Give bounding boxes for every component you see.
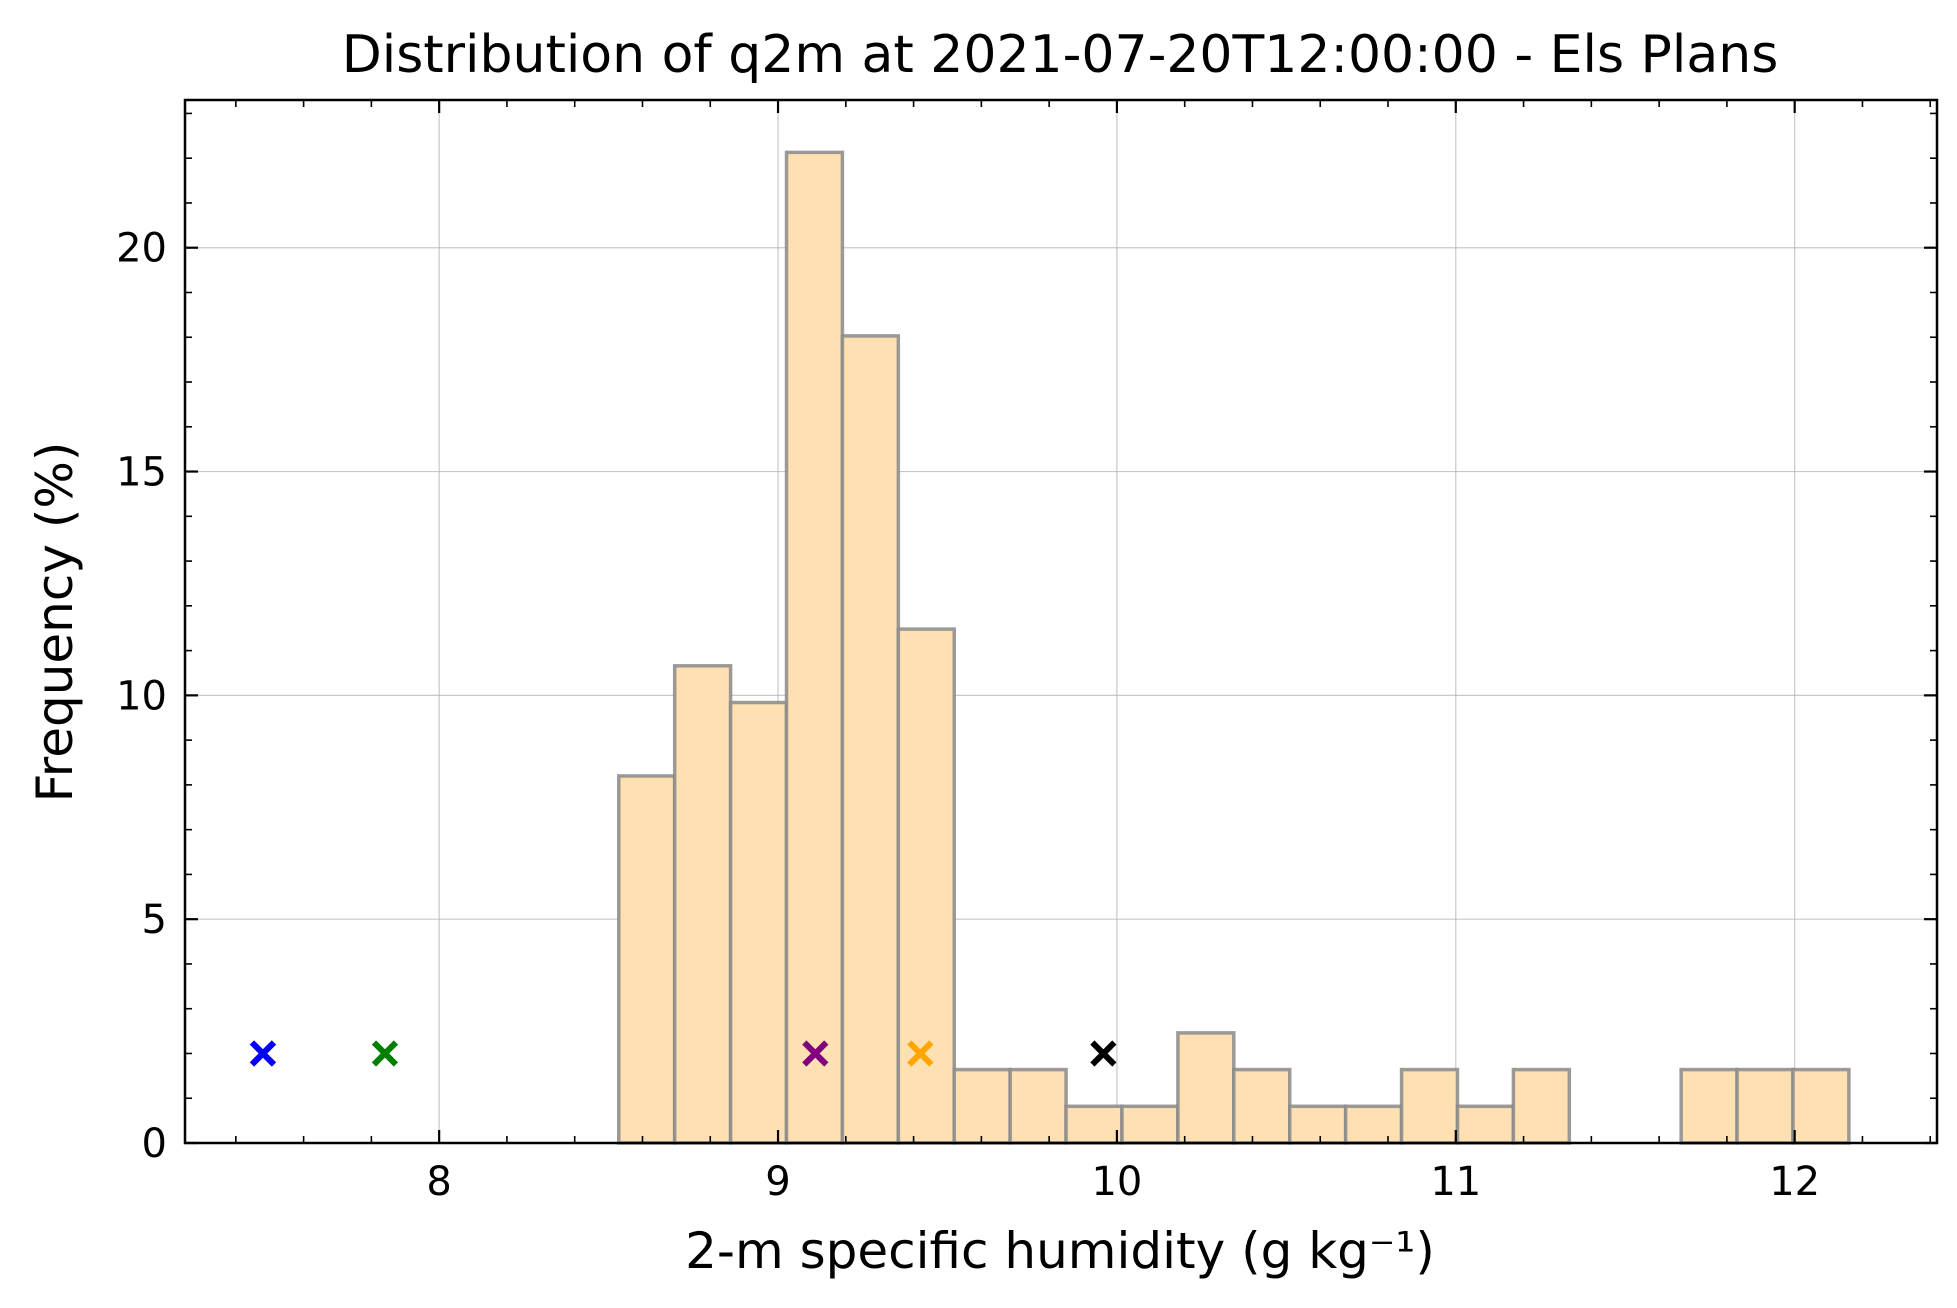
x-marker-stroke xyxy=(802,1040,829,1067)
x-marker xyxy=(371,1040,399,1067)
histogram-bar xyxy=(617,774,677,1145)
histogram-bar xyxy=(1064,1104,1124,1145)
histogram-bar xyxy=(1232,1067,1292,1145)
histogram-bar xyxy=(1287,1104,1348,1145)
x-marker xyxy=(1090,1040,1117,1067)
x-tick-label: 12 xyxy=(1769,1159,1820,1205)
x-marker-stroke xyxy=(907,1040,934,1067)
observation-markers xyxy=(249,1040,1117,1067)
x-tick-label: 9 xyxy=(765,1159,790,1205)
x-marker xyxy=(249,1040,277,1067)
x-tick-labels: 8 9 10 11 12 xyxy=(426,1159,1820,1205)
y-axis-label: Frequency (%) xyxy=(26,442,84,803)
histogram-bar xyxy=(840,334,901,1145)
y-tick-labels: 0 5 10 15 20 xyxy=(116,226,167,1167)
histogram-bar xyxy=(1735,1067,1795,1145)
histogram-bars xyxy=(617,150,1851,1145)
histogram-bar xyxy=(672,664,733,1145)
histogram-bar xyxy=(952,1067,1012,1145)
histogram-bar xyxy=(1120,1104,1180,1145)
histogram-bar xyxy=(1008,1067,1068,1145)
x-marker-stroke xyxy=(371,1040,399,1067)
histogram-bar xyxy=(1791,1067,1851,1145)
histogram-bar xyxy=(1679,1067,1739,1145)
y-tick-label: 0 xyxy=(142,1121,167,1167)
axis-ticks xyxy=(185,100,1937,1145)
x-tick-label: 10 xyxy=(1091,1159,1142,1205)
x-tick-label: 11 xyxy=(1430,1159,1481,1205)
histogram-bar xyxy=(728,700,789,1145)
histogram-bar xyxy=(1343,1104,1404,1145)
y-tick-label: 5 xyxy=(142,897,167,943)
x-marker xyxy=(907,1040,934,1067)
histogram-bar xyxy=(1511,1067,1572,1145)
x-tick-label: 8 xyxy=(426,1159,451,1205)
y-tick-label: 10 xyxy=(116,673,167,719)
histogram-bar xyxy=(1176,1031,1236,1145)
x-axis-label: 2-m specific humidity (g kg⁻¹) xyxy=(685,1222,1435,1280)
histogram-bar xyxy=(1455,1104,1516,1145)
chart-title: Distribution of q2m at 2021-07-20T12:00:… xyxy=(342,25,1779,85)
histogram-bar xyxy=(784,150,845,1145)
plot-frame xyxy=(183,98,1939,1145)
histogram-bar xyxy=(896,627,957,1145)
x-marker-stroke xyxy=(249,1040,277,1067)
y-tick-label: 15 xyxy=(116,450,167,496)
x-marker-stroke xyxy=(1090,1040,1117,1067)
y-tick-label: 20 xyxy=(116,226,167,272)
histogram-bar xyxy=(1399,1067,1460,1145)
x-marker xyxy=(802,1040,829,1067)
grid-lines xyxy=(185,100,1937,1144)
